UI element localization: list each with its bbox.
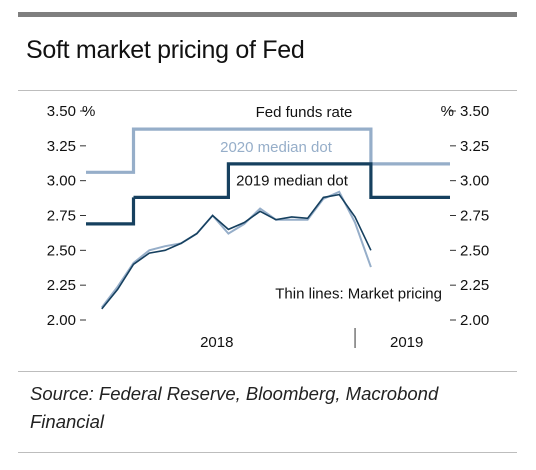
series-2020-median-dot: [86, 127, 450, 174]
y-tick-label-left: 2.25: [47, 277, 76, 294]
x-tick-label: 2019: [390, 334, 423, 351]
y-tick-label-left: 2.75: [47, 208, 76, 225]
y-tick-label-right: 3.25: [460, 138, 489, 155]
y-tick-label-right: 2.25: [460, 277, 489, 294]
y-unit-left: %: [82, 103, 95, 120]
top-rule: [18, 12, 517, 17]
chart-title: Soft market pricing of Fed: [26, 36, 305, 64]
x-tick-label: 2018: [200, 334, 233, 351]
y-tick-label-left: 2.50: [47, 242, 76, 259]
source-rule: [18, 452, 517, 453]
y-tick-label-right: 3.50: [460, 103, 489, 120]
y-tick-label-right: 2.00: [460, 312, 489, 329]
y-tick-label-left: 2.00: [47, 312, 76, 329]
labels-layer: Fed funds rate 2020 median dot 2019 median…: [220, 104, 442, 303]
y-tick-label-left: 3.00: [47, 173, 76, 190]
series-fed-funds-rate: [86, 197, 136, 226]
annotation-fed-funds-rate: Fed funds rate: [256, 104, 353, 121]
plot-frame: 2.00 2.00 2.25 2.25 2.50 2.50 2.75 2.75 3.00 3.00…: [18, 90, 517, 372]
y-unit-right: %: [441, 103, 454, 120]
series-market-pricing-2019-: [101, 193, 372, 310]
y-tick-label-left: 3.50: [47, 103, 76, 120]
y-tick-label-right: 3.00: [460, 173, 489, 190]
y-tick-label-right: 2.75: [460, 208, 489, 225]
axes: 2.00 2.00 2.25 2.25 2.50 2.50 2.75 2.75 3.00 3.00…: [47, 103, 489, 351]
y-tick-label-right: 2.50: [460, 242, 489, 259]
source-note: Source: Federal Reserve, Bloomberg, Macr…: [30, 383, 439, 432]
series-2019-median-dot: [133, 162, 450, 199]
y-tick-label-left: 3.25: [47, 138, 76, 155]
chart-svg: 2.00 2.00 2.25 2.25 2.50 2.50 2.75 2.75 3.00 3.00…: [47, 103, 489, 351]
series-layer: [86, 127, 450, 310]
annotation-2020-median-dot: 2020 median dot: [220, 139, 333, 156]
annotation-thin-lines: Thin lines: Market pricing: [275, 286, 442, 303]
annotation-2019-median-dot: 2019 median dot: [236, 173, 349, 190]
